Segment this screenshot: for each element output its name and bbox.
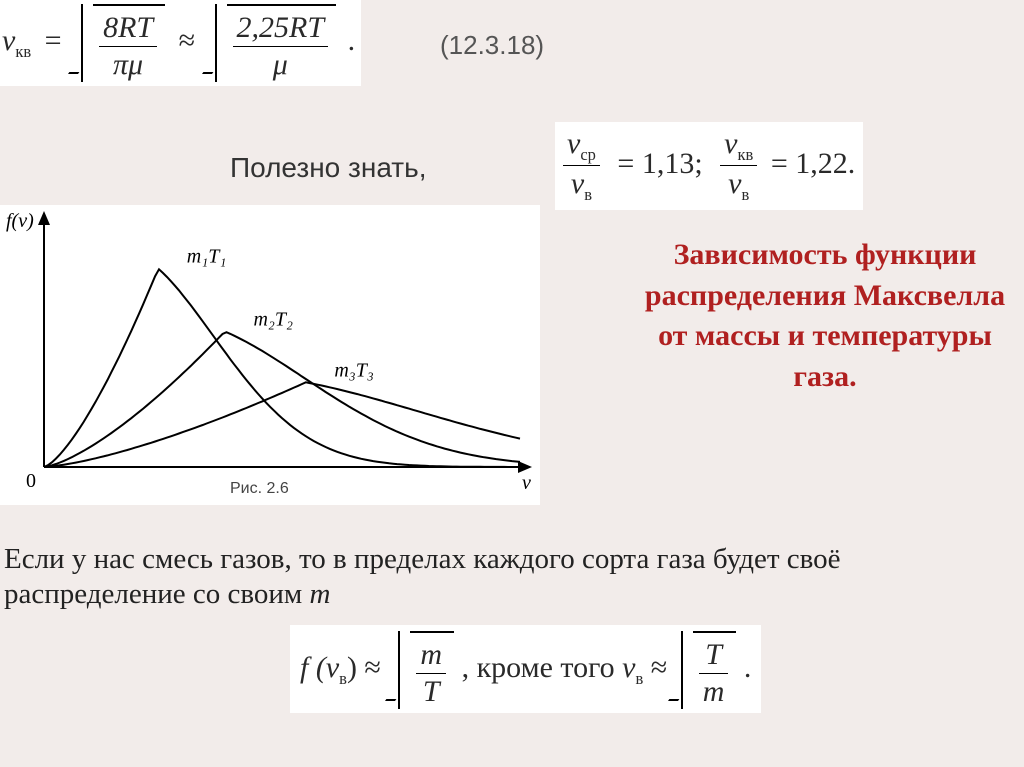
fb: ) ≈ (347, 651, 385, 684)
body-m: m (310, 578, 331, 610)
chart-caption: Рис. 2.6 (230, 480, 289, 498)
velocity-ratios: vср vв = 1,13; vкв vв = 1,22. (555, 122, 863, 210)
svg-text:m₃T₃: m₃T₃ (334, 359, 374, 381)
bv: v (622, 651, 635, 684)
bottom-formula: f (vв) ≈ m T , кроме того vв ≈ T m . (290, 625, 761, 713)
r1ns: ср (580, 145, 596, 164)
chart-svg: f(v) v 0 m₁T₁ m₂T₂ m₃T₃ (0, 205, 540, 505)
ratio-1: vср vв (563, 128, 600, 204)
bfrac1: m T (416, 639, 446, 707)
r2ds: в (742, 185, 750, 204)
equals: = (39, 24, 68, 57)
bv-sub: в (635, 669, 643, 688)
bdot: . (744, 651, 752, 684)
equation-vkv: vкв = 8RT πμ ≈ 2,25RT μ . (0, 0, 361, 86)
fv: f (v (300, 651, 339, 684)
fv-sub: в (339, 669, 347, 688)
r1ds: в (584, 185, 592, 204)
var-v: v (2, 24, 15, 57)
r2n: v (724, 127, 737, 160)
r1d: v (571, 167, 584, 200)
bd1: T (423, 675, 440, 708)
frac-2: 2,25RT μ (233, 12, 329, 80)
svg-text:m₁T₁: m₁T₁ (187, 246, 226, 268)
r1-value: = 1,13; (607, 147, 712, 180)
section-heading: Зависимость функции распределения Максве… (630, 235, 1020, 397)
eq-tail: . (344, 24, 356, 57)
useful-to-know-label: Полезно знать, (230, 152, 426, 184)
maxwell-distribution-chart: f(v) v 0 m₁T₁ m₂T₂ m₃T₃ (0, 205, 540, 505)
r2-value: = 1,22. (765, 147, 855, 180)
body-line2a: распределение со своим (4, 578, 310, 610)
num1: 8RT (103, 11, 153, 44)
svg-text:v: v (522, 472, 531, 494)
bottom-sqrt1: m T (392, 631, 454, 709)
svg-text:f(v): f(v) (6, 210, 34, 232)
svg-text:m₂T₂: m₂T₂ (253, 308, 293, 330)
sqrt-1: 8RT πμ (75, 4, 165, 82)
bottom-sqrt2: T m (675, 631, 737, 709)
frac-1: 8RT πμ (99, 12, 157, 80)
bn2: T (705, 638, 722, 671)
between: , кроме того (462, 651, 623, 684)
sub-kv: кв (15, 42, 31, 61)
bd2: m (703, 675, 725, 708)
num2: 2,25RT (237, 11, 325, 44)
svg-text:0: 0 (26, 470, 36, 492)
approx: ≈ (173, 24, 201, 57)
r1n: v (567, 127, 580, 160)
r2ns: кв (738, 145, 754, 164)
bn1: m (420, 638, 442, 671)
den2: μ (273, 48, 288, 81)
equation-number: (12.3.18) (440, 30, 544, 61)
body-text: Если у нас смесь газов, то в пределах ка… (4, 542, 1020, 612)
bapp: ≈ (651, 651, 675, 684)
bfrac2: T m (699, 639, 729, 707)
r2d: v (728, 167, 741, 200)
den1: πμ (113, 48, 143, 81)
ratio-2: vкв vв (720, 128, 757, 204)
sqrt-2: 2,25RT μ (209, 4, 337, 82)
body-line1: Если у нас смесь газов, то в пределах ка… (4, 543, 841, 575)
